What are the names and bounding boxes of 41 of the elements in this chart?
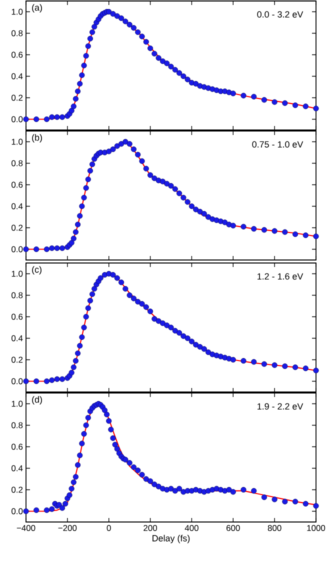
x-tick-label: 800 bbox=[268, 525, 282, 532]
y-tick-label: 0.6 bbox=[12, 314, 23, 320]
x-axis-title: Delay (fs) bbox=[152, 534, 190, 544]
y-tick-label: 0.0 bbox=[12, 508, 23, 514]
y-tick-label: 0.6 bbox=[12, 444, 23, 450]
y-tick-label: 0.4 bbox=[12, 203, 23, 210]
y-tick-label: 0.2 bbox=[12, 94, 23, 101]
y-tick-label: 0.0 bbox=[12, 378, 23, 384]
y-tick-label: 0.0 bbox=[12, 116, 23, 122]
y-tick-label: 0.6 bbox=[12, 52, 23, 58]
y-tick-label: 0.8 bbox=[12, 30, 23, 36]
annotation: 1.9 - 2.2 eV bbox=[258, 403, 304, 410]
y-tick-label: 1.0 bbox=[12, 400, 23, 407]
annotation: 0.0 - 3.2 eV bbox=[257, 11, 304, 18]
y-tick-label: 0.2 bbox=[12, 224, 23, 231]
x-tick-label: −200 bbox=[58, 525, 77, 532]
annotation: 0.75 - 1.0 eV bbox=[252, 141, 304, 148]
annotation: (a) bbox=[32, 4, 42, 12]
y-tick-label: 0.4 bbox=[12, 73, 23, 80]
x-tick-label: −400 bbox=[16, 525, 36, 532]
y-tick-label: 0.8 bbox=[12, 160, 23, 166]
y-tick-label: 0.2 bbox=[12, 486, 23, 493]
y-tick-label: 0.8 bbox=[12, 422, 23, 428]
y-tick-label: 1.0 bbox=[12, 8, 23, 15]
y-tick-label: 1.0 bbox=[12, 270, 23, 277]
y-tick-label: 0.4 bbox=[12, 465, 23, 472]
y-tick-label: 1.0 bbox=[12, 138, 23, 145]
y-tick-label: 0.4 bbox=[12, 335, 23, 342]
annotation: 1.2 - 1.6 eV bbox=[258, 273, 304, 280]
annotation: (d) bbox=[32, 396, 42, 404]
y-tick-label: 0.8 bbox=[12, 292, 23, 298]
x-tick-label: 0 bbox=[106, 525, 111, 532]
x-tick-label: 400 bbox=[184, 525, 198, 532]
annotation: (b) bbox=[32, 134, 42, 142]
x-tick-label: 1000 bbox=[307, 525, 326, 532]
x-tick-label: 200 bbox=[144, 525, 158, 532]
y-tick-label: 0.2 bbox=[12, 356, 23, 363]
y-tick-label: 0.6 bbox=[12, 182, 23, 188]
y-tick-label: 0.0 bbox=[12, 246, 23, 252]
x-tick-label: 600 bbox=[226, 525, 240, 532]
annotation: (c) bbox=[32, 266, 42, 274]
